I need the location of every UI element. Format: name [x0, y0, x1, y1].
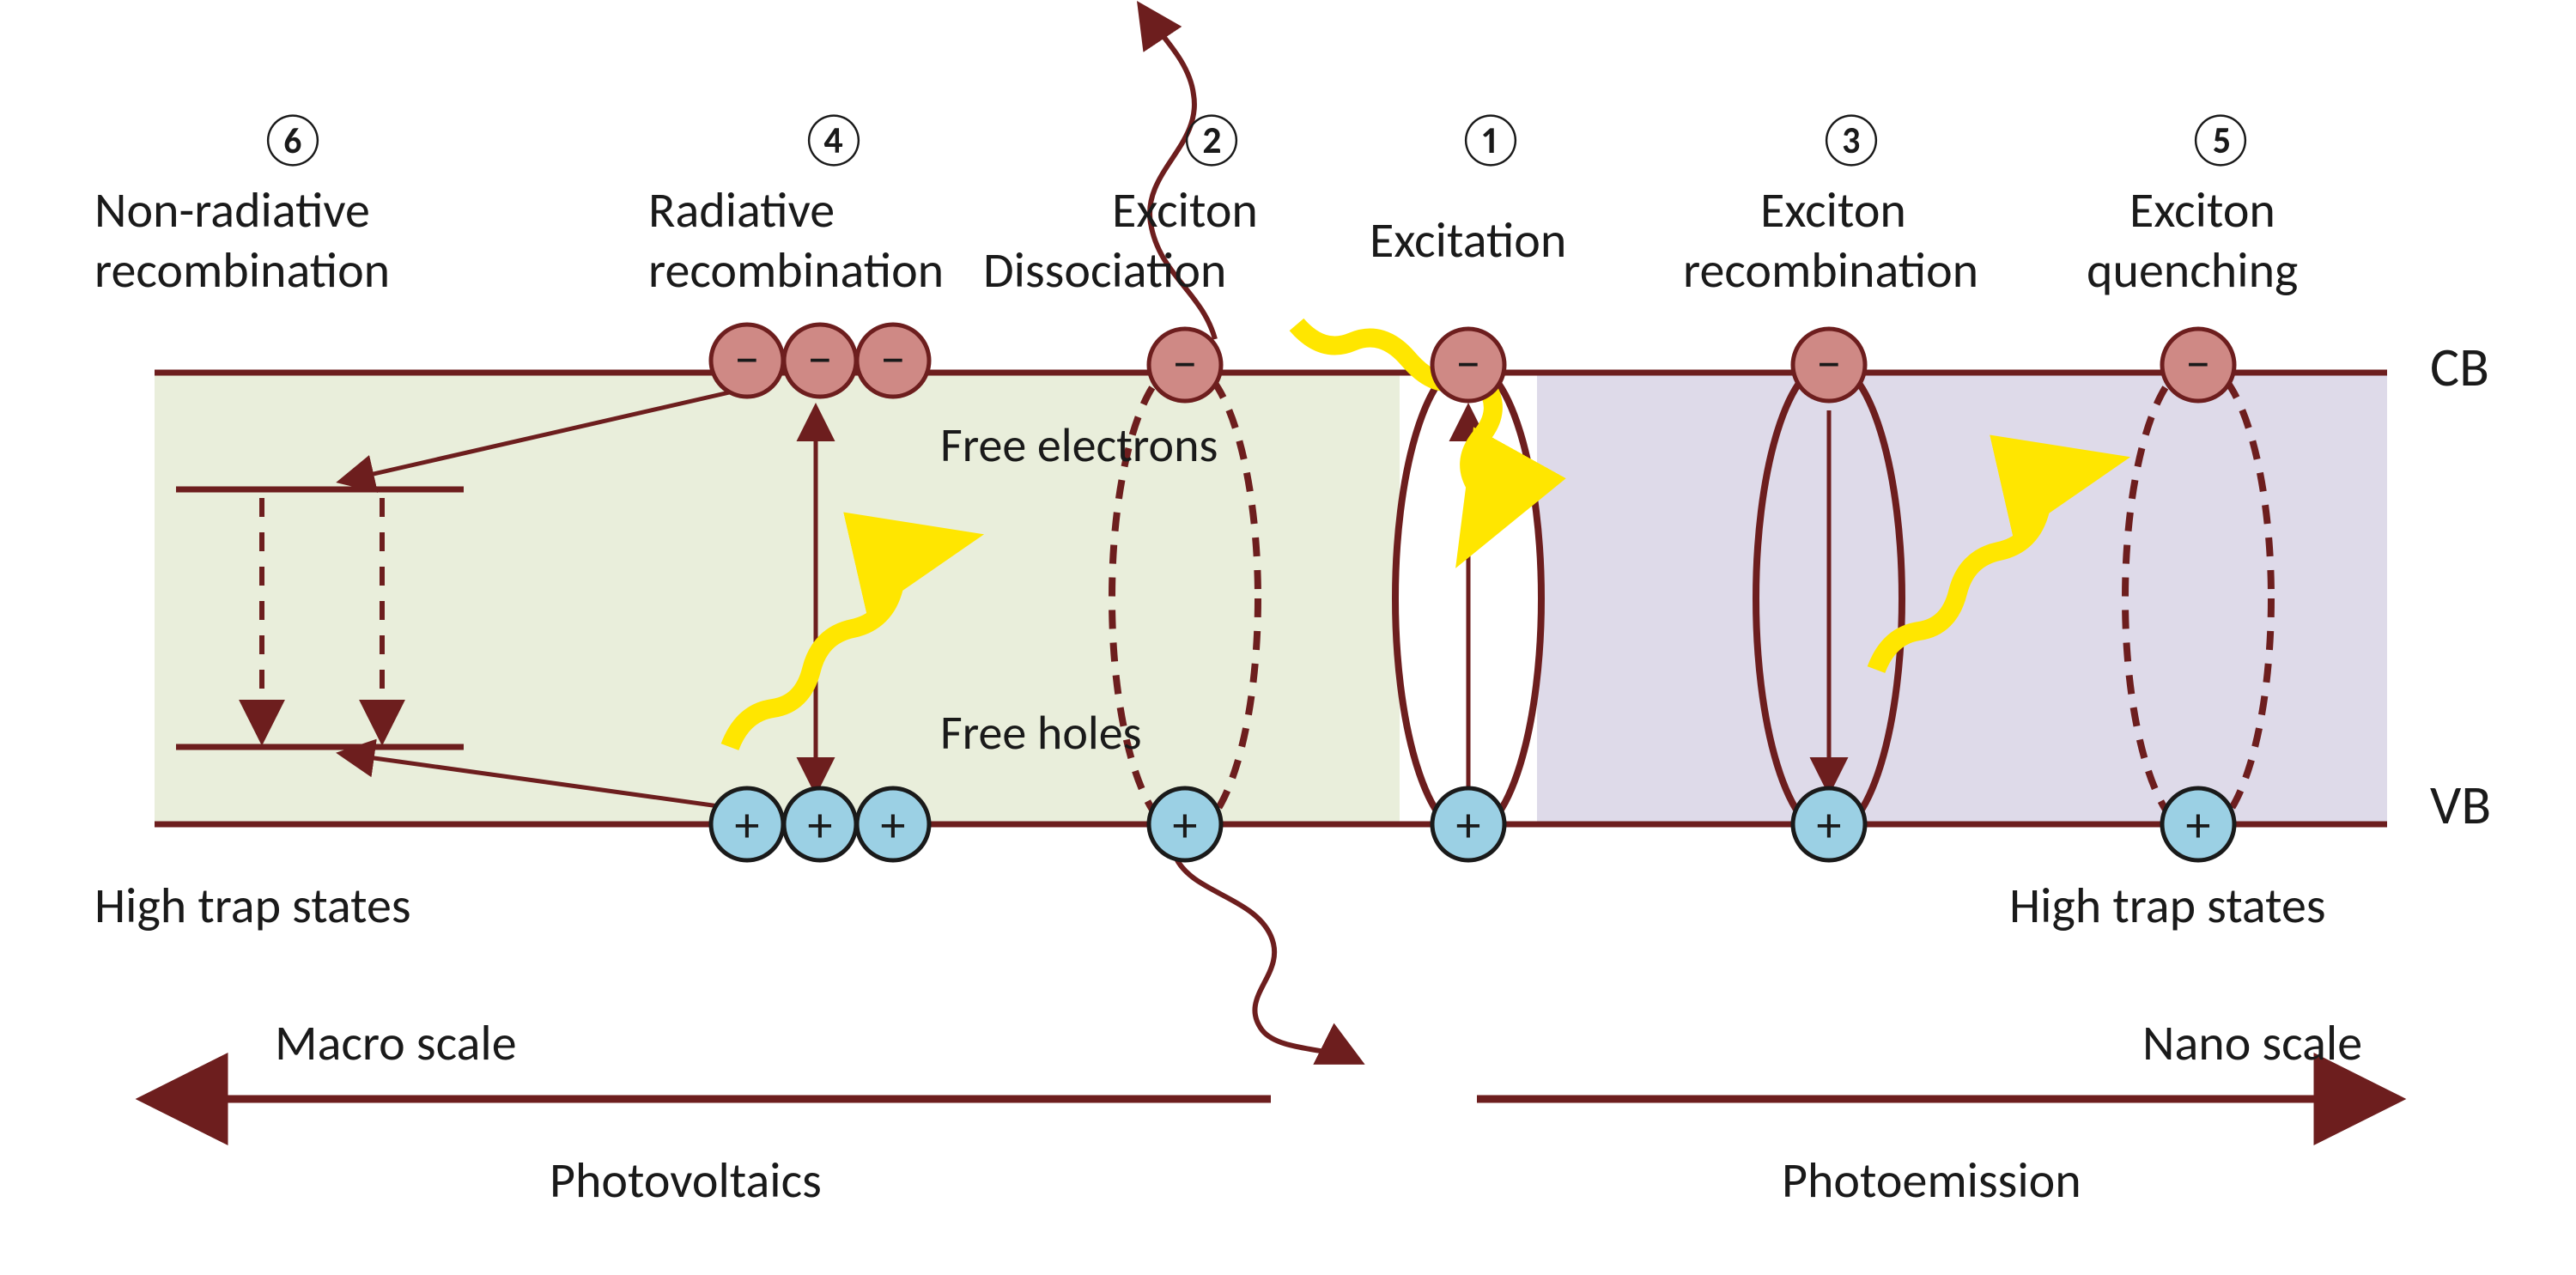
p1-hole: + [1432, 788, 1504, 860]
svg-text:+: + [1456, 794, 1481, 855]
high-trap-left-label: High trap states [94, 880, 411, 932]
p2-title-2: Dissociation [983, 245, 1226, 297]
p4-title-2: recombination [648, 245, 944, 297]
p6-circled: ⑥ [258, 112, 328, 167]
p3-electron: − [1793, 329, 1865, 401]
p4-circled: ④ [799, 112, 869, 167]
p6-title-1: Non-radiative [94, 185, 370, 237]
p4-hole-2: + [784, 788, 856, 860]
free-electrons-label: Free electrons [940, 421, 1218, 471]
p5-title-1: Exciton [2129, 185, 2275, 237]
p1-circled: ① [1455, 112, 1526, 167]
svg-text:−: − [1456, 333, 1481, 394]
p1-title: Excitation [1370, 215, 1566, 267]
p5-electron: − [2162, 329, 2234, 401]
vb-label: VB [2430, 777, 2491, 835]
svg-text:+: + [1173, 794, 1198, 855]
p2-hole: + [1149, 788, 1221, 860]
photovoltaics-label: Photovoltaics [550, 1155, 822, 1207]
p4-electron-3: − [857, 325, 929, 397]
svg-text:+: + [881, 794, 906, 855]
macro-scale-label: Macro scale [275, 1017, 517, 1070]
p4-hole-1: + [711, 788, 783, 860]
p2-title-1: Exciton [1112, 185, 1258, 237]
p3-title-1: Exciton [1760, 185, 1906, 237]
p2-circled: ② [1176, 112, 1247, 167]
svg-text:−: − [2186, 333, 2211, 394]
p4-electron-1: − [711, 325, 783, 397]
p5-hole: + [2162, 788, 2234, 860]
p6-title-2: recombination [94, 245, 390, 297]
free-hole-escape-path [1176, 859, 1357, 1060]
svg-text:−: − [735, 329, 760, 390]
svg-text:−: − [808, 329, 833, 390]
high-trap-right-label: High trap states [2009, 880, 2326, 932]
p4-electron-2: − [784, 325, 856, 397]
cb-label: CB [2430, 339, 2489, 397]
svg-text:−: − [881, 329, 906, 390]
p3-hole: + [1793, 788, 1865, 860]
p4-title-1: Radiative [648, 185, 835, 237]
svg-text:+: + [1817, 794, 1842, 855]
p5-title-2: quenching [2087, 245, 2298, 297]
free-holes-label: Free holes [940, 708, 1141, 759]
p2-electron: − [1149, 329, 1221, 401]
svg-text:+: + [735, 794, 760, 855]
svg-text:−: − [1173, 333, 1198, 394]
p5-circled: ⑤ [2185, 112, 2256, 167]
nano-scale-label: Nano scale [2142, 1017, 2362, 1070]
diagram-stage: − − − + + + − + [0, 0, 2576, 1275]
svg-text:−: − [1817, 333, 1842, 394]
p4-hole-3: + [857, 788, 929, 860]
p3-title-2: recombination [1683, 245, 1978, 297]
svg-text:+: + [2186, 794, 2211, 855]
photoemission-label: Photoemission [1782, 1155, 2081, 1207]
svg-text:+: + [808, 794, 833, 855]
p3-circled: ③ [1816, 112, 1886, 167]
p1-electron: − [1432, 329, 1504, 401]
